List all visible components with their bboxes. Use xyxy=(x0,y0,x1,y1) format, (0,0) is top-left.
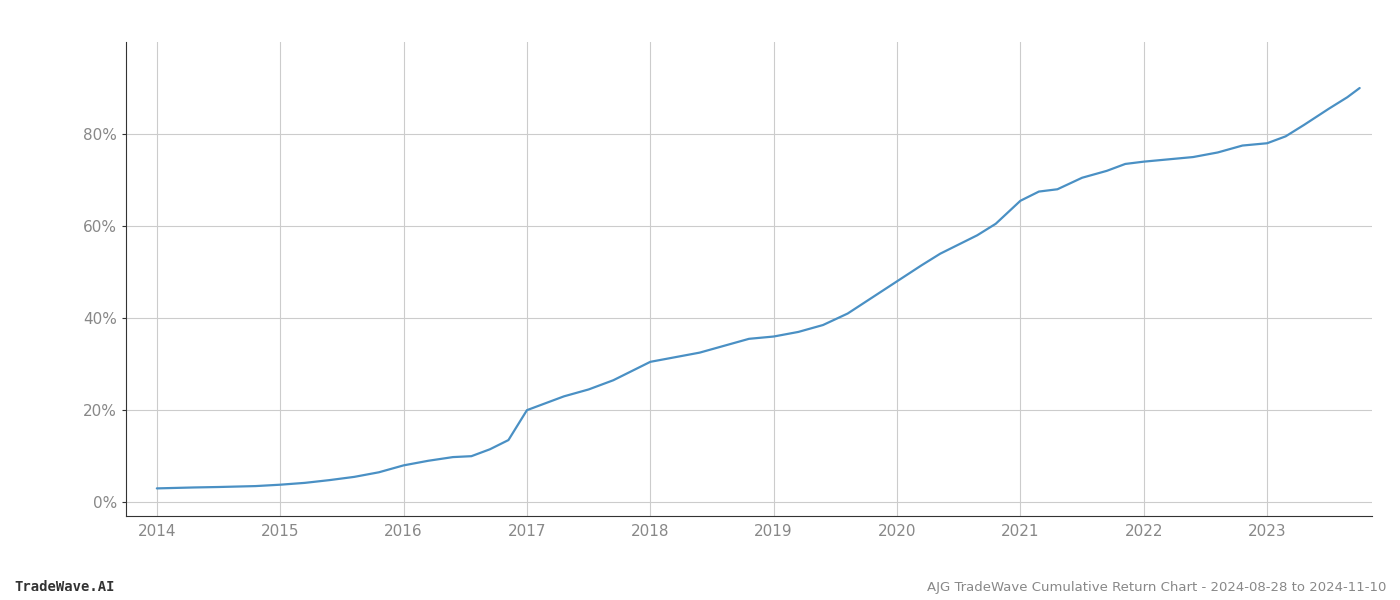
Text: AJG TradeWave Cumulative Return Chart - 2024-08-28 to 2024-11-10: AJG TradeWave Cumulative Return Chart - … xyxy=(927,581,1386,594)
Text: TradeWave.AI: TradeWave.AI xyxy=(14,580,115,594)
